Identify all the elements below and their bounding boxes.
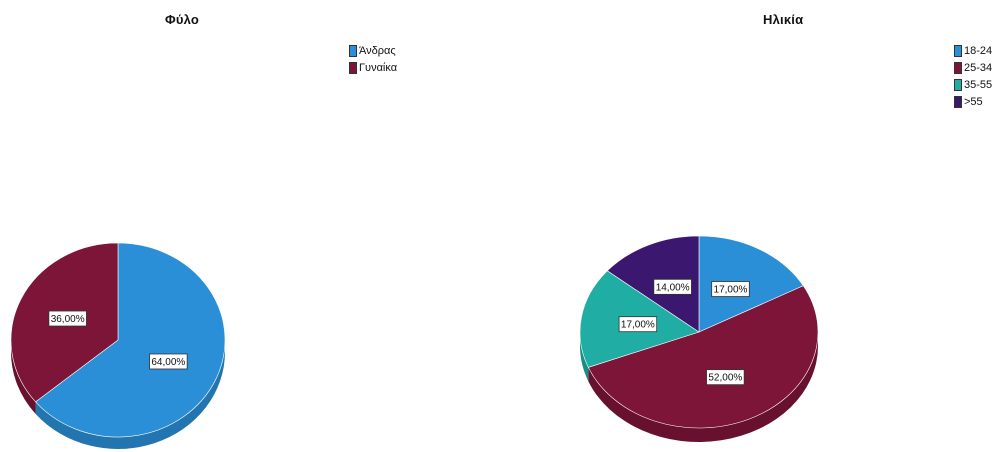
legend-label-25-34: 25-34 [964, 62, 993, 74]
age-data-label-1: 52,00% [708, 373, 742, 384]
gender-slice-side-0 [35, 340, 225, 449]
legend-swatch-25-34 [954, 62, 962, 74]
legend-swatch-35-55 [954, 79, 962, 91]
gender-data-label-0: 64,00% [151, 357, 185, 368]
chart-title-gender: Φύλο [165, 12, 200, 27]
pie-gender: 64,00% 36,00% [10, 242, 226, 449]
legend-label-female: Γυναίκα [359, 62, 398, 74]
legend-age: 18-24 25-34 35-55 >55 [954, 44, 992, 112]
legend-label-35-55: 35-55 [964, 79, 993, 91]
age-slice-0 [698, 235, 804, 333]
gender-slice-0 [35, 242, 226, 438]
age-slice-side-1 [588, 332, 818, 442]
gender-slice-side-1 [11, 340, 36, 414]
age-label-box-3 [653, 278, 692, 295]
legend-item-35-55: 35-55 [954, 78, 992, 92]
age-label-box-0 [711, 281, 750, 297]
pie-age: 17,00% 52,00% 17,00% 14,00% [579, 235, 819, 442]
legend-gender: Άνδρας Γυναίκα [349, 44, 397, 78]
gender-data-label-1: 36,00% [51, 314, 85, 325]
legend-swatch-female [349, 62, 357, 74]
legend-item-male: Άνδρας [349, 44, 397, 58]
age-slice-3 [606, 235, 700, 333]
chart-age: Ηλικία 18-24 25-34 35-55 >55 17,00% 52,00… [470, 0, 997, 452]
legend-swatch-18-24 [954, 45, 962, 57]
age-data-label-0: 17,00% [714, 285, 748, 296]
age-data-label-2: 17,00% [621, 320, 655, 331]
legend-item-25-34: 25-34 [954, 61, 992, 75]
chart-title-age: Ηλικία [763, 12, 804, 27]
gender-label-box-0 [149, 353, 188, 370]
legend-swatch-over-55 [954, 96, 962, 108]
gender-label-box-1 [48, 310, 87, 327]
legend-swatch-male [349, 45, 357, 57]
legend-label-over-55: >55 [964, 96, 983, 108]
age-label-box-1 [706, 369, 745, 386]
age-slice-1 [587, 285, 819, 429]
legend-label-18-24: 18-24 [964, 45, 993, 57]
legend-item-18-24: 18-24 [954, 44, 992, 58]
chart-gender: Φύλο Άνδρας Γυναίκα 64,00% 36,00% [0, 0, 470, 452]
legend-label-male: Άνδρας [359, 45, 396, 57]
legend-item-over-55: >55 [954, 95, 992, 109]
age-slice-side-2 [580, 332, 589, 382]
legend-item-female: Γυναίκα [349, 61, 397, 75]
age-data-label-3: 14,00% [656, 282, 690, 293]
age-label-box-2 [618, 316, 658, 333]
